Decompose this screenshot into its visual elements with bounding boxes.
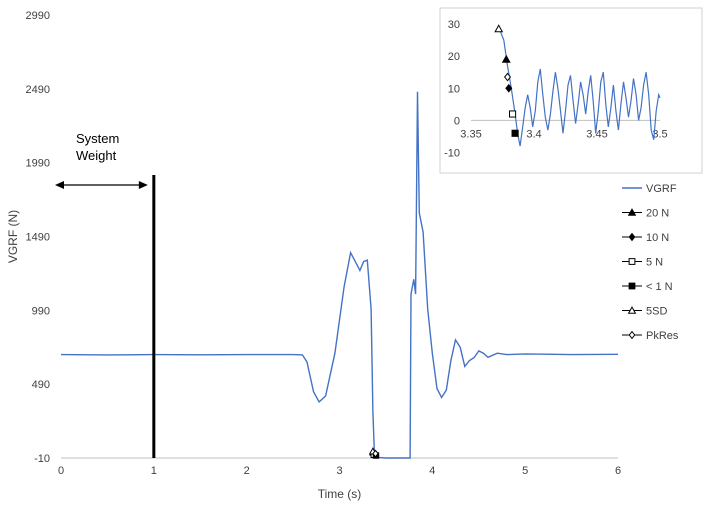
inset-plot: -10 0 10 20 30 3.35 3.4 3.45 3.5 <box>439 7 703 174</box>
arrow-head-left <box>55 181 64 189</box>
legend-item-1-n: < 1 N <box>622 281 673 293</box>
legend-label: VGRF <box>646 183 677 195</box>
x-tick-label: 4 <box>429 465 435 477</box>
inset-marker-10-n <box>505 83 513 93</box>
x-tick-label: 5 <box>522 465 528 477</box>
legend-swatch-marker <box>628 282 636 290</box>
inset-x-tick-label: 3.5 <box>652 128 667 140</box>
inset-y-tick-label: 30 <box>448 19 460 31</box>
series-line-vgrf <box>60 91 619 459</box>
inset-marker-1-n <box>511 129 519 137</box>
legend-swatch-marker <box>627 208 637 216</box>
legend-label: 5 N <box>646 257 663 269</box>
system-weight-label: System <box>76 131 119 146</box>
inset-y-tick-label: 10 <box>448 83 460 95</box>
y-axis-title: VGRF (N) <box>6 210 20 263</box>
legend-swatch-marker <box>627 306 637 314</box>
inset-y-tick-label: 20 <box>448 51 460 63</box>
legend-label: 10 N <box>646 232 669 244</box>
legend-label: < 1 N <box>646 281 673 293</box>
legend-item-vgrf: VGRF <box>622 183 677 195</box>
y-tick-label: 1990 <box>26 158 50 170</box>
inset-marker-5sd <box>494 24 504 33</box>
legend-swatch-marker <box>628 232 636 242</box>
inset-marker-pkres <box>504 72 512 82</box>
inset-marker-20-n <box>501 54 511 63</box>
inset-y-tick-label: 0 <box>454 115 460 127</box>
inset-frame <box>439 7 703 174</box>
legend-swatch-marker <box>628 330 636 340</box>
x-tick-label: 1 <box>151 465 157 477</box>
legend-label: 20 N <box>646 208 669 220</box>
inset-y-tick-label: -10 <box>444 148 460 160</box>
x-axis-title: Time (s) <box>318 487 362 501</box>
legend-item-20-n: 20 N <box>622 208 669 220</box>
y-tick-label: 2490 <box>26 84 50 96</box>
legend-item-10-n: 10 N <box>622 232 669 244</box>
y-tick-label: 490 <box>32 379 50 391</box>
x-tick-label: 6 <box>615 465 621 477</box>
inset-x-tick-label: 3.4 <box>526 128 541 140</box>
x-tick-label: 0 <box>58 465 64 477</box>
arrow-head-right <box>138 181 148 189</box>
marker-pkres <box>372 449 379 458</box>
legend-item-5-n: 5 N <box>622 257 663 269</box>
x-tick-label: 3 <box>336 465 342 477</box>
y-tick-label: 1490 <box>26 232 50 244</box>
inset-x-tick-label: 3.35 <box>460 128 481 140</box>
main-plot: -10 490 990 1490 1990 2490 2990 0 1 2 3 4 5 6 Time (s)… <box>6 10 621 501</box>
legend-item-5sd: 5SD <box>622 306 667 318</box>
x-tick-label: 2 <box>244 465 250 477</box>
legend-item-pkres: PkRes <box>622 330 679 342</box>
inset-marker-5-n <box>509 110 517 118</box>
system-weight-label: Weight <box>76 148 117 163</box>
legend: VGRF 20 N 10 N 5 N < 1 N 5SD PkRes <box>622 183 679 342</box>
legend-swatch-marker <box>628 258 636 265</box>
legend-label: 5SD <box>646 306 667 318</box>
inset-series-line-vgrf <box>498 26 661 147</box>
inset-x-tick-label: 3.45 <box>586 128 607 140</box>
y-tick-label: 2990 <box>26 10 50 22</box>
y-tick-label: 990 <box>32 305 50 317</box>
legend-label: PkRes <box>646 330 679 342</box>
y-tick-label: -10 <box>34 453 50 465</box>
